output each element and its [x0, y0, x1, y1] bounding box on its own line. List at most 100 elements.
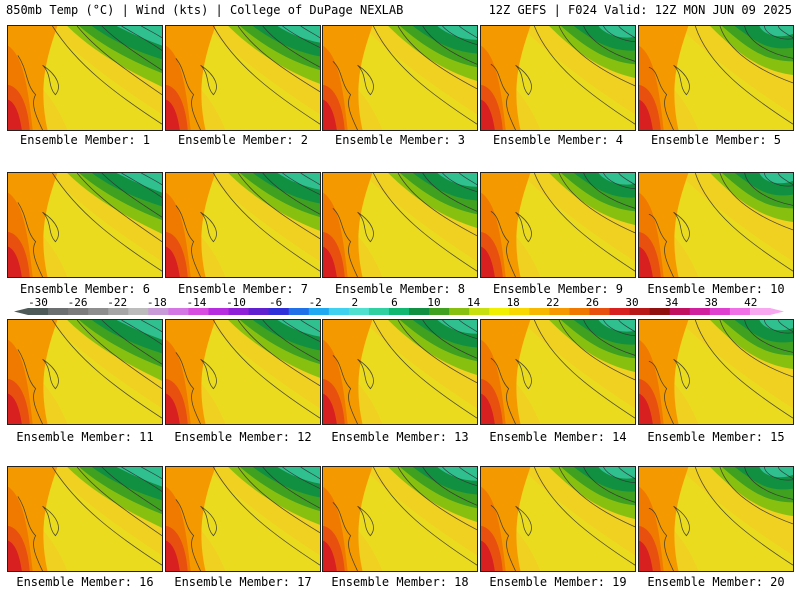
- ensemble-member-map: [638, 172, 794, 278]
- colorbar-tick-label: 6: [391, 296, 398, 309]
- ensemble-member-label: Ensemble Member: 4: [492, 133, 624, 147]
- ensemble-member-label: Ensemble Member: 15: [647, 430, 785, 444]
- colorbar-max-arrow: [770, 308, 784, 315]
- colorbar-swatch: [609, 308, 631, 315]
- colorbar-swatch: [128, 308, 149, 315]
- ensemble-member-map: [322, 466, 478, 572]
- colorbar-tick-label: 2: [351, 296, 358, 309]
- colorbar-tick-label: 10: [427, 296, 440, 309]
- colorbar-swatch: [409, 308, 430, 315]
- colorbar-swatch: [188, 308, 209, 315]
- colorbar-swatch: [388, 308, 410, 315]
- colorbar-swatch: [509, 308, 530, 315]
- ensemble-member-map: [7, 172, 163, 278]
- colorbar-swatch: [328, 308, 350, 315]
- ensemble-member-label: Ensemble Member: 16: [16, 575, 154, 589]
- ensemble-member-map: [322, 172, 478, 278]
- colorbar-swatch: [308, 308, 330, 315]
- colorbar-swatch: [268, 308, 290, 315]
- colorbar-swatch: [208, 308, 230, 315]
- ensemble-member-map: [322, 319, 478, 425]
- colorbar-tick-label: -18: [147, 296, 167, 309]
- colorbar-swatch: [348, 308, 370, 315]
- colorbar-swatch: [28, 308, 49, 315]
- ensemble-member-label: Ensemble Member: 19: [489, 575, 627, 589]
- colorbar-min-arrow: [14, 308, 28, 315]
- colorbar-swatch: [429, 308, 450, 315]
- colorbar-swatch: [749, 308, 771, 315]
- ensemble-member-label: Ensemble Member: 8: [334, 282, 466, 296]
- colorbar-swatch: [449, 308, 470, 315]
- colorbar-tick-label: 34: [665, 296, 679, 309]
- ensemble-member-label: Ensemble Member: 7: [177, 282, 309, 296]
- colorbar-swatch: [288, 308, 310, 315]
- colorbar-tick-label: 26: [586, 296, 599, 309]
- ensemble-member-label: Ensemble Member: 1: [19, 133, 151, 147]
- ensemble-member-label: Ensemble Member: 9: [492, 282, 624, 296]
- ensemble-member-map: [638, 25, 794, 131]
- ensemble-member-label: Ensemble Member: 3: [334, 133, 466, 147]
- ensemble-member-map: [7, 466, 163, 572]
- ensemble-member-label: Ensemble Member: 12: [174, 430, 312, 444]
- ensemble-member-map: [480, 466, 636, 572]
- temperature-colorbar: -30 -26 -22 -18 -14 -10 -6 -2 2 6 10 14 18 22 26 30 34 38…: [14, 296, 784, 315]
- colorbar-tick-label: 14: [467, 296, 481, 309]
- ensemble-member-label: Ensemble Member: 14: [489, 430, 627, 444]
- colorbar-tick-label: 38: [705, 296, 718, 309]
- colorbar-swatch: [489, 308, 510, 315]
- ensemble-member-label: Ensemble Member: 6: [19, 282, 151, 296]
- colorbar-tick-label: 18: [507, 296, 520, 309]
- chart-title: 850mb Temp (°C) | Wind (kts) | College o…: [6, 3, 404, 17]
- ensemble-member-map: [165, 319, 321, 425]
- colorbar-tick-label: -26: [68, 296, 88, 309]
- colorbar-tick-label: -30: [28, 296, 48, 309]
- colorbar-tick-label: 30: [625, 296, 638, 309]
- colorbar-tick-label: -10: [226, 296, 246, 309]
- colorbar-swatch: [649, 308, 671, 315]
- ensemble-member-label: Ensemble Member: 13: [331, 430, 469, 444]
- ensemble-member-map: [480, 172, 636, 278]
- ensemble-member-map: [638, 319, 794, 425]
- colorbar-tick-label: 22: [546, 296, 559, 309]
- colorbar-swatch: [549, 308, 570, 315]
- colorbar-tick-label: -6: [269, 296, 282, 309]
- ensemble-member-label: Ensemble Member: 20: [647, 575, 785, 589]
- colorbar-swatch: [729, 308, 751, 315]
- ensemble-member-label: Ensemble Member: 10: [647, 282, 785, 296]
- ensemble-member-map: [165, 466, 321, 572]
- ensemble-member-map: [480, 319, 636, 425]
- colorbar-swatch: [148, 308, 169, 315]
- ensemble-member-label: Ensemble Member: 18: [331, 575, 469, 589]
- ensemble-member-label: Ensemble Member: 2: [177, 133, 309, 147]
- colorbar-tick-label: -2: [309, 296, 322, 309]
- ensemble-member-map: [638, 466, 794, 572]
- ensemble-member-label: Ensemble Member: 5: [650, 133, 782, 147]
- colorbar-swatch: [469, 308, 490, 315]
- colorbar-swatch: [669, 308, 691, 315]
- colorbar-swatch: [589, 308, 611, 315]
- colorbar-swatch: [629, 308, 651, 315]
- colorbar-tick-label: -14: [186, 296, 206, 309]
- colorbar-swatch: [529, 308, 550, 315]
- colorbar-swatch: [108, 308, 129, 315]
- colorbar-tick-label: 42: [744, 296, 757, 309]
- ensemble-member-label: Ensemble Member: 11: [16, 430, 154, 444]
- colorbar-swatch: [228, 308, 250, 315]
- colorbar-swatch: [168, 308, 189, 315]
- ensemble-member-map: [165, 25, 321, 131]
- colorbar-swatch: [88, 308, 109, 315]
- ensemble-member-map: [165, 172, 321, 278]
- run-valid-time: 12Z GEFS | F024 Valid: 12Z MON JUN 09 20…: [488, 3, 792, 17]
- colorbar-swatch: [68, 308, 89, 315]
- colorbar-swatch: [689, 308, 711, 315]
- colorbar-swatch: [368, 308, 390, 315]
- ensemble-member-label: Ensemble Member: 17: [174, 575, 312, 589]
- colorbar-swatch: [709, 308, 731, 315]
- colorbar-swatch: [48, 308, 69, 315]
- ensemble-member-map: [480, 25, 636, 131]
- ensemble-member-map: [322, 25, 478, 131]
- colorbar-swatch: [248, 308, 270, 315]
- ensemble-member-map: [7, 319, 163, 425]
- ensemble-member-map: [7, 25, 163, 131]
- colorbar-tick-label: -22: [107, 296, 127, 309]
